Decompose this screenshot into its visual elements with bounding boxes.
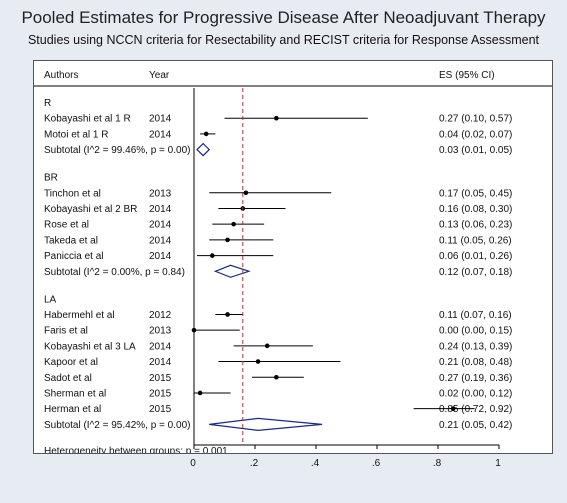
study-es-label: 0.85 (0.72, 0.92) <box>439 404 512 415</box>
study-author: Tinchon et al <box>44 188 101 199</box>
study-year: 2015 <box>149 388 172 399</box>
study-author: Sadot et al <box>44 373 92 384</box>
group-label: R <box>44 98 51 109</box>
study-year: 2014 <box>149 251 172 262</box>
study-author: Kobayashi et al 2 BR <box>44 204 137 215</box>
study-point-estimate <box>210 253 215 258</box>
study-es-label: 0.00 (0.00, 0.15) <box>439 326 512 337</box>
subtotal-diamond <box>209 417 323 431</box>
study-year: 2015 <box>149 373 172 384</box>
study-point-estimate <box>255 359 261 364</box>
x-tick-label: .6 <box>371 458 381 469</box>
study-year: 2014 <box>149 341 172 352</box>
study-point-estimate <box>274 115 279 121</box>
header-year: Year <box>149 70 170 81</box>
study-point-estimate <box>197 390 203 396</box>
chart-subtitle: Studies using NCCN criteria for Resectab… <box>27 33 540 47</box>
study-es-label: 0.11 (0.07, 0.16) <box>439 310 512 321</box>
study-es-label: 0.17 (0.05, 0.45) <box>439 188 512 199</box>
study-point-estimate <box>203 131 209 137</box>
subtotal-diamond <box>213 264 251 278</box>
study-year: 2013 <box>149 326 172 337</box>
x-tick-label: 0 <box>190 458 196 469</box>
x-tick-label: .8 <box>432 458 442 469</box>
study-author: Kapoor et al <box>44 357 98 368</box>
subtotal-es-label: 0.12 (0.07, 0.18) <box>439 267 512 278</box>
study-year: 2013 <box>149 188 172 199</box>
study-point-estimate <box>274 374 279 380</box>
study-es-label: 0.21 (0.08, 0.48) <box>439 357 512 368</box>
study-author: Kobayashi et al 1 R <box>44 114 131 125</box>
study-es-label: 0.16 (0.08, 0.30) <box>439 204 512 215</box>
subtotal-diamond <box>196 142 211 157</box>
header-authors: Authors <box>44 70 78 81</box>
study-es-label: 0.02 (0.00, 0.12) <box>439 388 512 399</box>
study-author: Faris et al <box>44 326 88 337</box>
study-year: 2015 <box>149 404 172 415</box>
study-author: Herman et al <box>44 404 101 415</box>
heterogeneity-text: Heterogeneity between groups: p = 0.001 <box>44 446 228 453</box>
study-es-label: 0.27 (0.19, 0.36) <box>439 373 512 384</box>
group-label: BR <box>44 173 58 184</box>
header-es: ES (95% CI) <box>439 70 495 81</box>
study-year: 2014 <box>149 114 172 125</box>
subtotal-label: Subtotal (I^2 = 99.46%, p = 0.00) <box>44 145 190 156</box>
study-es-label: 0.13 (0.06, 0.23) <box>439 220 512 231</box>
chart-title: Pooled Estimates for Progressive Disease… <box>21 8 546 27</box>
x-tick-label: .4 <box>310 458 320 469</box>
study-author: Takeda et al <box>44 235 98 246</box>
study-es-label: 0.11 (0.05, 0.26) <box>439 235 512 246</box>
study-es-label: 0.27 (0.10, 0.57) <box>439 114 512 125</box>
study-year: 2012 <box>149 310 172 321</box>
group-label: LA <box>44 294 57 305</box>
x-tick-label: 1 <box>495 458 501 469</box>
study-author: Sherman et al <box>44 388 106 399</box>
study-author: Motoi et al 1 R <box>44 129 108 140</box>
study-point-estimate <box>243 190 249 196</box>
study-author: Rose et al <box>44 220 89 231</box>
subtotal-label: Subtotal (I^2 = 95.42%, p = 0.00) <box>44 420 190 431</box>
forest-plot: Authors Year ES (95% CI) R Kobayashi et al 1… <box>34 70 552 453</box>
study-point-estimate <box>264 343 270 349</box>
study-point-estimate <box>450 406 456 411</box>
study-point-estimate <box>225 312 230 317</box>
study-author: Habermehl et al <box>44 310 115 321</box>
study-point-estimate <box>225 237 230 243</box>
study-point-estimate <box>231 221 236 227</box>
plot-panel: Authors Year ES (95% CI) R Kobayashi et al 1… <box>33 60 553 454</box>
study-year: 2014 <box>149 204 172 215</box>
study-year: 2014 <box>149 220 172 231</box>
subtotal-label: Subtotal (I^2 = 0.00%, p = 0.84) <box>44 267 185 278</box>
study-author: Kobayashi et al 3 LA <box>44 341 136 352</box>
study-es-label: 0.04 (0.02, 0.07) <box>439 129 512 140</box>
subtotal-es-label: 0.21 (0.05, 0.42) <box>439 420 512 431</box>
study-author: Paniccia et al <box>44 251 103 262</box>
study-year: 2014 <box>149 357 172 368</box>
study-year: 2014 <box>149 129 172 140</box>
study-es-label: 0.24 (0.13, 0.39) <box>439 341 512 352</box>
study-es-label: 0.06 (0.01, 0.26) <box>439 251 512 262</box>
subtotal-es-label: 0.03 (0.01, 0.05) <box>439 145 512 156</box>
study-year: 2014 <box>149 235 172 246</box>
x-tick-label: .2 <box>249 458 259 469</box>
